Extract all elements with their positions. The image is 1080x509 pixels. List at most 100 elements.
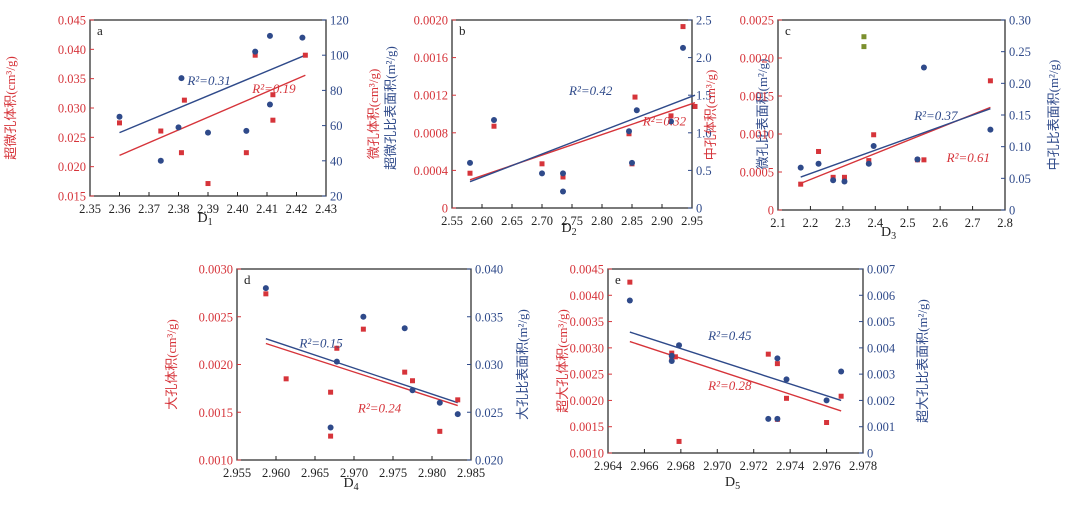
fit-line-area (800, 108, 991, 178)
data-point-area (920, 64, 927, 71)
data-point-area (360, 313, 367, 320)
y-left-tick-label: 0.0010 (199, 454, 233, 468)
panel-c: 2.1 2.2 2.3 2.4 2.5 2.6 2.7 2.800.00050.00100.0… (703, 14, 1061, 243)
data-point-volume (816, 148, 822, 154)
y-right-tick-label: 0.15 (1009, 109, 1031, 123)
y-right-tick-label: 0.025 (475, 406, 503, 420)
x-tick-label: 2.980 (418, 466, 446, 480)
data-point-volume (178, 150, 184, 156)
data-point-area (838, 368, 845, 375)
data-point-volume (921, 157, 927, 163)
data-point-area (539, 170, 545, 177)
y-right-tick-label: 0.30 (1009, 14, 1031, 28)
y-right-tick-label: 0.20 (1009, 77, 1031, 91)
x-tick-label: 2.7 (965, 216, 981, 230)
x-tick-label: 2.38 (168, 202, 190, 216)
x-tick-label: 2.80 (591, 214, 613, 228)
panel-letter: a (97, 23, 103, 38)
data-point-volume (798, 181, 804, 187)
x-tick-label: 2.39 (197, 202, 219, 216)
x-axis-title: D5 (725, 475, 740, 492)
y-right-axis-title: 微孔比表面积(m²/g) (755, 59, 770, 170)
x-tick-label: 2.970 (340, 466, 368, 480)
x-tick-label: 2.974 (776, 459, 805, 473)
y-right-tick-label: 120 (330, 14, 349, 28)
data-point-area (243, 127, 250, 134)
y-left-tick-label: 0.0008 (414, 126, 448, 140)
data-point-area (436, 399, 443, 406)
y-right-tick-label: 0.005 (867, 315, 895, 329)
data-point-area (409, 387, 416, 394)
panel-letter: d (244, 272, 251, 287)
y-right-tick-label: 100 (330, 49, 349, 63)
y-left-tick-label: 0.0030 (199, 263, 233, 277)
data-point-area (333, 358, 340, 365)
data-point-area (262, 285, 269, 292)
data-point-area (774, 355, 781, 362)
y-left-tick-label: 0.0015 (199, 406, 233, 420)
y-left-axis-title: 微孔体积(cm³/g) (366, 69, 381, 160)
y-left-tick-label: 0.0025 (740, 14, 774, 28)
data-point-volume (672, 354, 678, 360)
y-right-tick-label: 80 (330, 84, 343, 98)
data-point-volume (680, 24, 686, 30)
y-right-axis-title: 中孔比表面积(m²/g) (1046, 60, 1061, 171)
x-tick-label: 2.37 (138, 202, 160, 216)
data-point-area (299, 34, 306, 41)
data-point-area (783, 376, 790, 383)
x-tick-label: 2.43 (315, 202, 337, 216)
y-right-tick-label: 0.030 (475, 358, 503, 372)
data-point-volume (302, 52, 308, 58)
y-right-tick-label: 2.5 (696, 14, 712, 28)
x-tick-label: 2.972 (740, 459, 768, 473)
fit-line-area (119, 54, 306, 134)
y-left-tick-label: 0.0015 (570, 420, 604, 434)
y-right-tick-label: 0.05 (1009, 172, 1031, 186)
data-point-volume (205, 181, 211, 187)
data-point-volume (841, 174, 847, 180)
data-point-area (205, 129, 211, 136)
y-left-tick-label: 0.015 (58, 190, 86, 204)
data-point-volume (270, 117, 276, 123)
x-axis-title-subscript: 3 (891, 231, 896, 242)
data-point-volume (627, 279, 633, 285)
y-right-tick-label: 2.0 (696, 51, 712, 65)
y-right-tick-label: 60 (330, 119, 343, 133)
panel-letter: e (615, 272, 621, 287)
y-left-tick-label: 0.0035 (570, 315, 604, 329)
data-point-volume (243, 150, 249, 156)
data-point-area (266, 101, 273, 108)
data-point-volume (987, 78, 993, 84)
x-tick-label: 2.978 (849, 459, 877, 473)
y-left-tick-label: 0.0005 (740, 166, 774, 180)
data-point-area (668, 352, 675, 359)
y-left-tick-label: 0.025 (58, 131, 86, 145)
x-tick-label: 2.4 (867, 216, 883, 230)
data-point-area (987, 126, 994, 133)
x-tick-label: 2.3 (835, 216, 851, 230)
y-right-tick-label: 0 (1009, 204, 1015, 218)
x-tick-label: 2.966 (630, 459, 658, 473)
y-left-tick-label: 0.045 (58, 14, 86, 28)
y-right-tick-label: 0.002 (867, 394, 895, 408)
data-point-area (668, 118, 674, 125)
y-left-axis-title: 超大孔体积(cm³/g) (555, 309, 570, 413)
x-tick-label: 2.35 (79, 202, 101, 216)
x-tick-label: 2.970 (703, 459, 731, 473)
y-left-tick-label: 0.020 (58, 160, 86, 174)
y-right-tick-label: 0.5 (696, 164, 712, 178)
panel-letter: c (785, 23, 791, 38)
data-point-volume (871, 132, 877, 138)
y-left-tick-label: 0.0012 (414, 89, 448, 103)
y-right-tick-label: 0.003 (867, 368, 895, 382)
x-tick-label: 2.5 (900, 216, 916, 230)
data-point-area (252, 48, 259, 55)
plot-frame (607, 268, 864, 454)
r2-label-area: R²=0.15 (298, 335, 343, 350)
y-right-tick-label: 0 (867, 447, 873, 461)
y-left-tick-label: 0.0015 (740, 90, 774, 104)
data-point-volume (838, 393, 844, 399)
data-point-area (327, 424, 334, 431)
r2-label-volume: R²=0.24 (357, 400, 402, 415)
data-point-volume (866, 158, 872, 164)
